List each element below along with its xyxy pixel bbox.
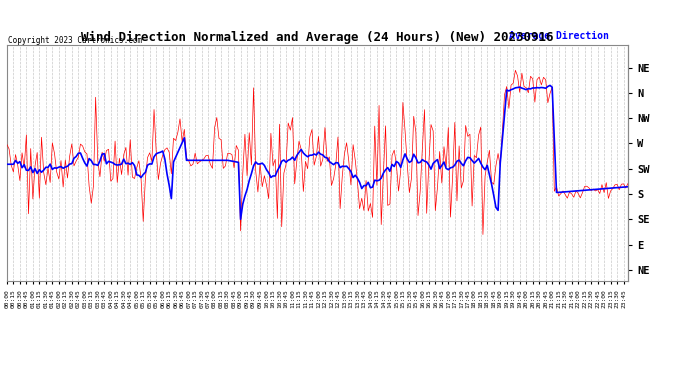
Text: Copyright 2023 Cartronics.com: Copyright 2023 Cartronics.com bbox=[8, 36, 142, 45]
Title: Wind Direction Normalized and Average (24 Hours) (New) 20230916: Wind Direction Normalized and Average (2… bbox=[81, 31, 553, 44]
Text: Average Direction: Average Direction bbox=[509, 31, 609, 41]
